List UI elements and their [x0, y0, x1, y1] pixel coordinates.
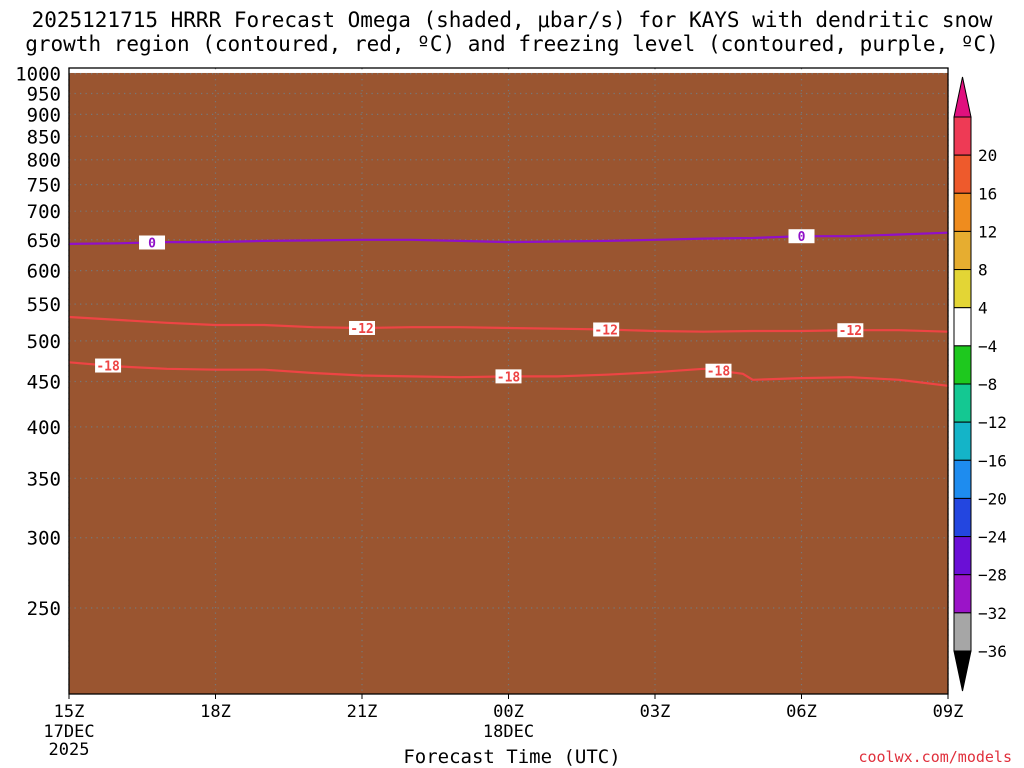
y-tick-label: 300: [27, 528, 61, 550]
y-tick-label: 750: [27, 175, 61, 197]
y-tick-label: 650: [27, 230, 61, 252]
contour-line: [68, 315, 949, 333]
contour-label-bg: [495, 369, 522, 384]
x-tick-label: 21Z: [347, 702, 378, 722]
y-tick-label: 350: [27, 468, 61, 490]
colorbar-label: −24: [978, 528, 1007, 547]
contour-label: 0: [148, 236, 156, 251]
colorbar-segment: [953, 154, 972, 194]
contour-label: -12: [594, 323, 617, 338]
contour-label-bg: [705, 363, 732, 378]
contour-label-bg: [593, 322, 620, 337]
contour-label: -18: [707, 365, 731, 380]
colorbar-segment: [953, 307, 972, 347]
colorbar-label: 4: [978, 299, 988, 318]
y-tick-label: 800: [27, 150, 61, 172]
colorbar-segment: [953, 536, 972, 576]
contour-label-bg: [95, 358, 122, 373]
x-tick-label: 15Z: [54, 702, 85, 722]
y-tick-label: 400: [27, 417, 61, 439]
y-tick-label: 450: [27, 371, 61, 393]
colorbar-segment: [953, 574, 972, 614]
x-tick-label: 09Z: [933, 702, 964, 722]
contour-label: -12: [839, 324, 862, 339]
y-tick-label: 700: [27, 201, 61, 223]
colorbar-label: 16: [978, 184, 997, 203]
y-tick-label: 600: [27, 261, 61, 283]
contour-label-bg: [349, 320, 375, 335]
y-tick-label: 950: [27, 84, 61, 106]
colorbar-label: 8: [978, 261, 988, 280]
chart-title: 2025121715 HRRR Forecast Omega (shaded, …: [25, 8, 999, 56]
colorbar-label: −4: [978, 337, 997, 356]
colorbar-label: 12: [978, 222, 997, 241]
contour-label: -18: [497, 370, 521, 385]
colorbar-low-arrow: [953, 650, 972, 692]
contour-label: -12: [350, 322, 373, 337]
y-tick-label: 550: [27, 294, 61, 316]
x-axis-label: Forecast Time (UTC): [403, 746, 621, 768]
colorbar-segment: [953, 116, 972, 156]
colorbar-label: −8: [978, 375, 997, 394]
colorbar-label: −32: [978, 604, 1007, 623]
colorbar-segment: [953, 345, 972, 385]
contour-label: 0: [798, 230, 806, 245]
colorbar-segment: [953, 421, 972, 461]
colorbar-segment: [953, 192, 972, 232]
contour-label: -18: [96, 360, 120, 375]
colorbar-label: −20: [978, 489, 1007, 508]
colorbar-segment: [953, 269, 972, 309]
x-tick-label: 00Z: [493, 702, 524, 722]
y-tick-label: 1000: [15, 64, 61, 86]
x-tick-label: 18Z: [200, 702, 231, 722]
contour-label-bg: [139, 235, 166, 250]
colorbar-label: 20: [978, 146, 997, 165]
colorbar-label: −28: [978, 566, 1007, 585]
contour-line: [68, 361, 949, 387]
colorbar-segment: [953, 612, 972, 652]
contour-label-bg: [788, 229, 815, 244]
colorbar-segment: [953, 230, 972, 271]
x-tick-sublabel: 17DEC: [43, 722, 94, 742]
colorbar-segment: [953, 459, 972, 499]
x-tick-label: 03Z: [640, 702, 671, 722]
y-tick-label: 500: [27, 331, 61, 353]
y-tick-label: 900: [27, 104, 61, 126]
ground-bar: [69, 72, 948, 695]
colorbar-label: −36: [978, 642, 1007, 661]
x-tick-label: 06Z: [786, 702, 817, 722]
plot-frame: [68, 67, 949, 695]
x-tick-sublabel: 2025: [49, 740, 90, 760]
y-tick-label: 250: [27, 598, 61, 620]
colorbar-label: −16: [978, 451, 1007, 470]
colorbar-label: −12: [978, 413, 1007, 432]
credit-text: coolwx.com/models: [858, 748, 1012, 766]
y-tick-label: 850: [27, 126, 61, 148]
colorbar-segment: [953, 497, 972, 538]
contour-label-bg: [837, 323, 864, 338]
colorbar-segment: [953, 383, 972, 423]
x-tick-sublabel: 18DEC: [483, 722, 534, 742]
colorbar-high-arrow: [953, 76, 972, 118]
